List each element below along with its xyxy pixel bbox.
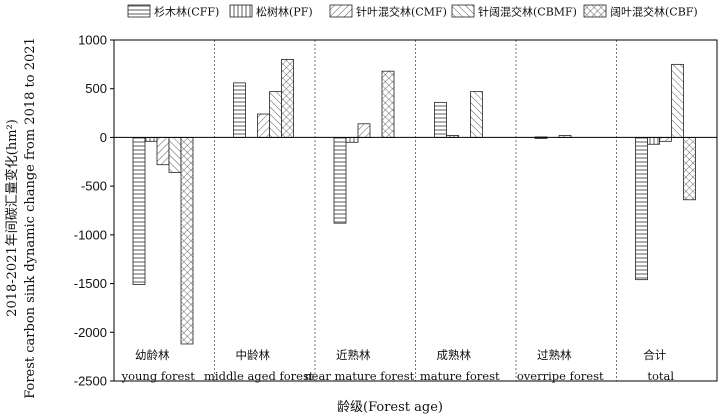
bar <box>180 137 194 345</box>
bar <box>156 137 170 166</box>
legend-label: 阔叶混交林(CBF) <box>610 5 698 19</box>
bar <box>434 101 447 138</box>
bar <box>470 91 483 138</box>
bar <box>647 137 660 145</box>
bar <box>671 63 684 138</box>
category-label-zh: 近熟林 <box>336 348 371 362</box>
y-tick-label: 1000 <box>78 33 107 48</box>
legend-swatch <box>583 4 607 18</box>
legend-label: 针叶混交林(CMF) <box>356 5 447 19</box>
bar <box>381 70 395 138</box>
legend-swatch <box>127 4 151 18</box>
y-tick-label: 0 <box>100 130 107 145</box>
y-axis-title-2: Forest carbon sink dynamic change from 2… <box>23 37 38 399</box>
bar <box>635 137 648 281</box>
group-separators <box>214 40 617 381</box>
category-label-en: near mature forest <box>304 369 414 383</box>
category-labels: 幼龄林 young forest 中龄林 middle aged forest 近熟林 n… <box>121 348 675 383</box>
bar <box>132 137 146 285</box>
legend-swatch <box>451 4 475 18</box>
legend: 杉木林(CFF) 松树林(PF) 针叶混交林(CMF) 针阔混交林(CBMF) 阔叶混交… <box>127 4 698 19</box>
y-tick-label: -500 <box>81 179 107 194</box>
bar <box>683 137 696 201</box>
legend-label: 针阔混交林(CBMF) <box>478 5 577 19</box>
bar <box>168 137 182 173</box>
plot-frame <box>113 39 718 382</box>
legend-swatch <box>329 4 353 18</box>
legend-label: 杉木林(CFF) <box>154 5 219 19</box>
legend-label: 松树林(PF) <box>256 5 313 19</box>
bar <box>333 137 347 224</box>
bar <box>281 59 294 138</box>
legend-swatch <box>229 4 253 18</box>
y-axis-title-line-1: 2018-2021年间碳汇量变化(hm²) <box>4 119 20 317</box>
bar <box>233 82 246 138</box>
y-tick-label: -1000 <box>74 227 107 242</box>
bar <box>269 91 282 138</box>
category-label-en: overripe forest <box>517 369 604 383</box>
category-label-zh: 幼龄林 <box>135 348 170 362</box>
x-axis-title: 龄级(Forest age) <box>337 400 443 415</box>
category-label-zh: 成熟林 <box>437 348 472 362</box>
y-tick-label: 500 <box>85 81 107 96</box>
category-label-zh: 过熟林 <box>537 348 572 362</box>
y-axis-title-line-2: Forest carbon sink dynamic change from 2… <box>23 37 38 399</box>
bar <box>357 123 371 138</box>
category-label-zh: 中龄林 <box>236 348 271 362</box>
category-label-zh: 合计 <box>643 348 666 362</box>
bar <box>345 137 359 143</box>
category-label-en: mature forest <box>420 369 500 383</box>
category-label-en: total <box>647 369 674 383</box>
category-label-en: middle aged forest <box>204 369 314 383</box>
y-axis-ticks: -2500 -2000 -1500 -1000 -500 0 500 1000 <box>74 33 114 389</box>
bar <box>144 137 158 142</box>
y-tick-label: -2500 <box>74 374 107 389</box>
y-tick-label: -2000 <box>74 325 107 340</box>
y-axis-title: 2018-2021年间碳汇量变化(hm²) <box>4 119 20 317</box>
y-tick-label: -1500 <box>74 276 107 291</box>
category-label-en: young forest <box>121 369 196 383</box>
bar <box>257 113 270 138</box>
bar <box>659 137 672 142</box>
bars <box>132 59 696 345</box>
